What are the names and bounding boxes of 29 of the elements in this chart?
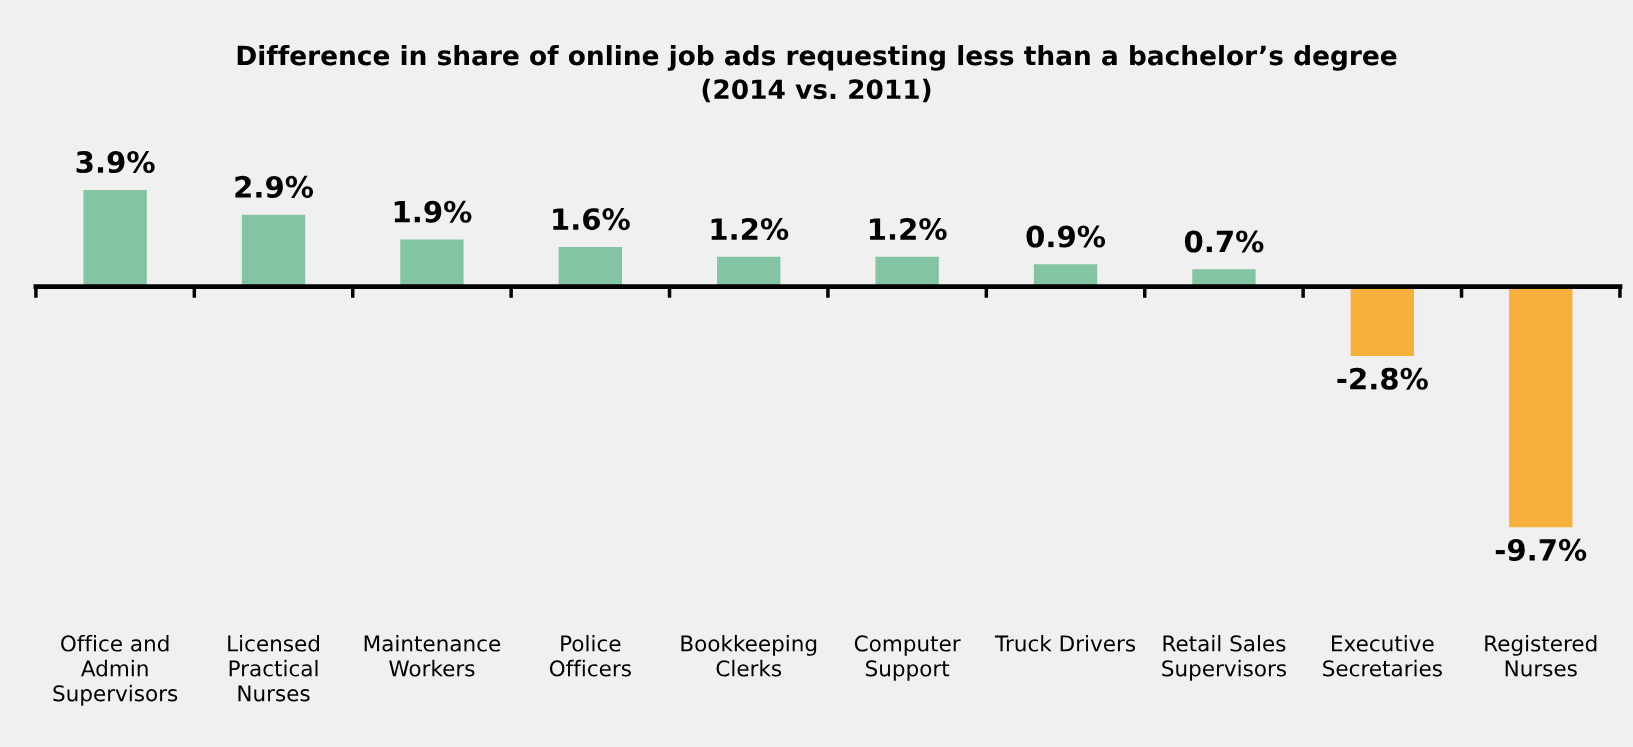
x-tick-label: Registered Nurses <box>1485 634 1597 677</box>
data-label: 3.9% <box>76 151 155 174</box>
data-label: 0.9% <box>1026 225 1106 248</box>
data-label: -9.7% <box>1495 538 1587 561</box>
x-tick-label: Executive Secretaries <box>1323 634 1442 677</box>
x-tick-label: Bookkeeping Clerks <box>681 634 817 677</box>
data-label: 2.9% <box>235 175 314 198</box>
data-label: 1.9% <box>394 200 472 223</box>
data-label: -2.8% <box>1337 367 1428 390</box>
bar <box>400 239 464 287</box>
x-tick-label: Computer Support <box>854 635 961 681</box>
bar <box>1350 286 1415 357</box>
data-label: 1.2% <box>711 218 789 241</box>
x-tick-label: Maintenance Workers <box>364 634 501 677</box>
data-label: 1.6% <box>553 208 630 231</box>
bar <box>241 214 306 287</box>
chart-title: Difference in share of online job ads requesting less than a bachelor’s degree (2014 vs. 2011) <box>237 45 1397 103</box>
bar <box>1509 286 1573 528</box>
x-tick-label: Office and Admin Supervisors <box>53 634 178 706</box>
data-label: 0.7% <box>1184 230 1264 253</box>
bar <box>717 256 781 287</box>
x-tick-label: Police Officers <box>549 634 631 677</box>
bar <box>875 256 939 287</box>
x-tick-label: Truck Drivers <box>994 634 1136 652</box>
data-label: 1.2% <box>869 218 947 241</box>
bar <box>558 246 623 287</box>
x-tick-label: Licensed Practical Nurses <box>228 634 319 702</box>
bar <box>83 189 147 287</box>
x-tick-label: Retail Sales Supervisors <box>1162 634 1286 681</box>
